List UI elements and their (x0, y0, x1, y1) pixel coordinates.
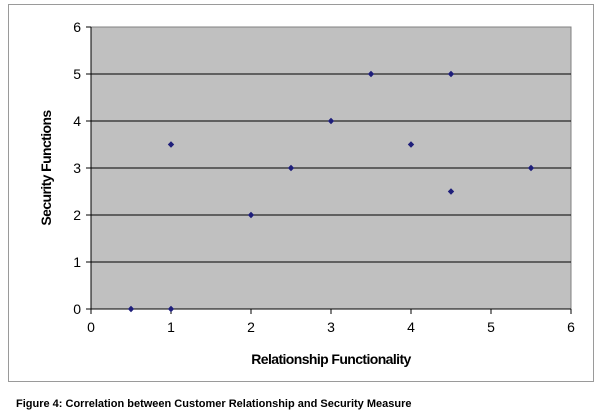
data-point-2 (167, 141, 175, 148)
data-point-1 (167, 305, 175, 313)
y-tick-label-1: 1 (73, 254, 81, 270)
y-tick-label-2: 2 (73, 207, 81, 223)
y-tick-label-3: 3 (73, 160, 81, 176)
x-tick-label-1: 1 (167, 319, 175, 335)
scatter-chart: 0 1 2 3 4 5 6 0 1 2 3 4 5 6 Relationship Functionalit… (38, 19, 575, 367)
data-point-10 (527, 164, 535, 172)
x-tick-label-3: 3 (327, 319, 335, 335)
y-tick-label-4: 4 (73, 113, 81, 129)
data-point-4 (287, 164, 295, 172)
gridlines (91, 73, 571, 263)
data-point-5 (327, 117, 335, 125)
axis-ticks: 0 1 2 3 4 5 6 0 1 2 3 4 5 6 (73, 19, 575, 335)
figure-caption: Figure 4: Correlation between Customer R… (16, 398, 412, 410)
y-axis-title: Security Functions (38, 110, 54, 226)
x-tick-label-5: 5 (487, 319, 495, 335)
chart-frame: 0 1 2 3 4 5 6 0 1 2 3 4 5 6 Relationship Functionalit… (8, 4, 594, 382)
x-axis-title: Relationship Functionality (251, 351, 411, 367)
x-tick-label-6: 6 (567, 319, 575, 335)
data-point-6 (367, 70, 375, 78)
data-point-7 (407, 141, 415, 148)
x-tick-label-2: 2 (247, 319, 255, 335)
data-point-3 (247, 211, 255, 219)
y-tick-label-6: 6 (73, 19, 81, 35)
data-point-9 (447, 188, 455, 195)
data-point-8 (447, 70, 455, 78)
x-tick-label-0: 0 (87, 319, 95, 335)
x-tick-label-4: 4 (407, 319, 415, 335)
y-tick-label-5: 5 (73, 66, 81, 82)
y-tick-label-0: 0 (73, 301, 81, 317)
